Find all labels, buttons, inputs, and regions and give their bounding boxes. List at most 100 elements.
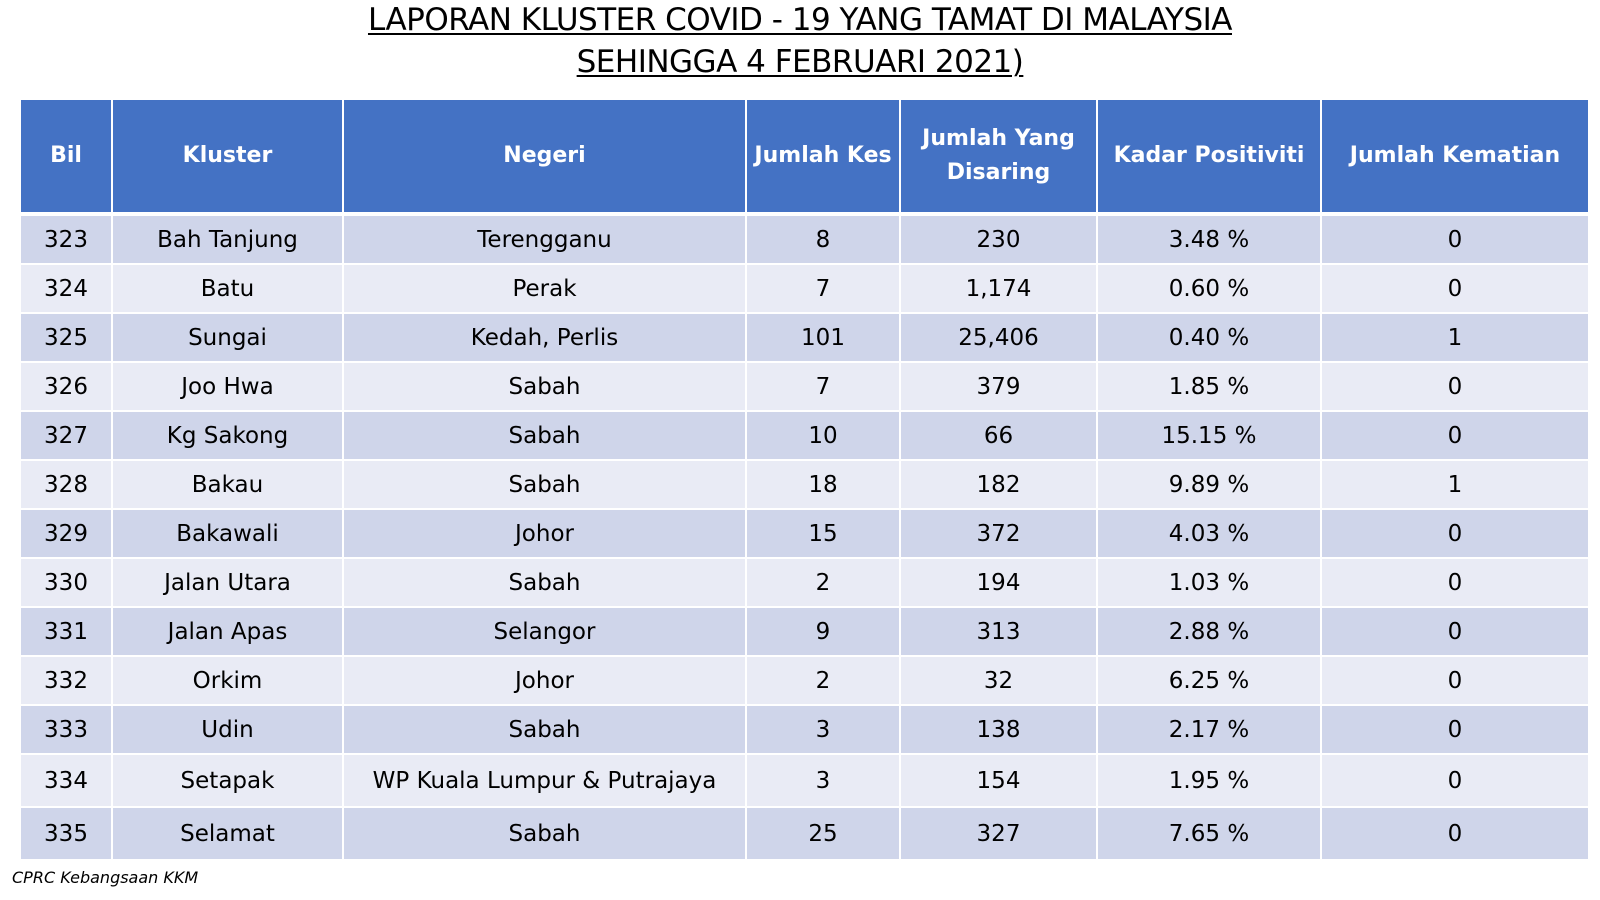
cell-jumlah-kematian: 0 <box>1320 410 1590 461</box>
table-row: 334 Setapak WP Kuala Lumpur & Putrajaya … <box>19 753 1590 808</box>
table-body: 323 Bah Tanjung Terengganu 8 230 3.48 % … <box>19 213 1590 861</box>
cell-negeri: Sabah <box>342 557 747 608</box>
cell-jumlah-disaring: 154 <box>899 753 1098 808</box>
cell-bil: 334 <box>19 753 113 808</box>
cell-negeri: Sabah <box>342 459 747 510</box>
cell-kadar-positiviti: 7.65 % <box>1096 806 1322 861</box>
header-negeri: Negeri <box>342 100 747 216</box>
table-row: 326 Joo Hwa Sabah 7 379 1.85 % 0 <box>19 361 1590 412</box>
cell-negeri: WP Kuala Lumpur & Putrajaya <box>342 753 747 808</box>
cell-jumlah-kematian: 0 <box>1320 606 1590 657</box>
cell-kluster: Selamat <box>111 806 344 861</box>
cell-bil: 335 <box>19 806 113 861</box>
table-row: 331 Jalan Apas Selangor 9 313 2.88 % 0 <box>19 606 1590 657</box>
header-jumlah-kes: Jumlah Kes <box>745 100 901 216</box>
cell-kluster: Sungai <box>111 312 344 363</box>
cell-kadar-positiviti: 2.17 % <box>1096 704 1322 755</box>
cell-kluster: Bah Tanjung <box>111 213 344 265</box>
table-row: 327 Kg Sakong Sabah 10 66 15.15 % 0 <box>19 410 1590 461</box>
cell-jumlah-kes: 7 <box>745 361 901 412</box>
cell-kadar-positiviti: 15.15 % <box>1096 410 1322 461</box>
cell-jumlah-kes: 3 <box>745 753 901 808</box>
cell-jumlah-disaring: 327 <box>899 806 1098 861</box>
cell-kluster: Kg Sakong <box>111 410 344 461</box>
cell-jumlah-disaring: 372 <box>899 508 1098 559</box>
cell-bil: 328 <box>19 459 113 510</box>
table-row: 335 Selamat Sabah 25 327 7.65 % 0 <box>19 806 1590 861</box>
cell-jumlah-kes: 18 <box>745 459 901 510</box>
cell-jumlah-kematian: 0 <box>1320 263 1590 314</box>
cell-kadar-positiviti: 0.40 % <box>1096 312 1322 363</box>
table-row: 324 Batu Perak 7 1,174 0.60 % 0 <box>19 263 1590 314</box>
cell-kluster: Bakau <box>111 459 344 510</box>
cell-kadar-positiviti: 4.03 % <box>1096 508 1322 559</box>
cell-kadar-positiviti: 1.95 % <box>1096 753 1322 808</box>
cell-jumlah-kematian: 0 <box>1320 753 1590 808</box>
cell-negeri: Johor <box>342 508 747 559</box>
cell-jumlah-kes: 25 <box>745 806 901 861</box>
cell-bil: 332 <box>19 655 113 706</box>
source-note: CPRC Kebangsaan KKM <box>12 868 199 887</box>
cell-jumlah-kematian: 0 <box>1320 508 1590 559</box>
cell-jumlah-disaring: 194 <box>899 557 1098 608</box>
cell-kadar-positiviti: 1.85 % <box>1096 361 1322 412</box>
page-title-line1: LAPORAN KLUSTER COVID - 19 YANG TAMAT DI… <box>367 2 1233 38</box>
cell-kluster: Bakawali <box>111 508 344 559</box>
cell-negeri: Sabah <box>342 806 747 861</box>
cell-jumlah-kes: 15 <box>745 508 901 559</box>
table-row: 329 Bakawali Johor 15 372 4.03 % 0 <box>19 508 1590 559</box>
cell-jumlah-kes: 9 <box>745 606 901 657</box>
cell-jumlah-disaring: 313 <box>899 606 1098 657</box>
table-row: 323 Bah Tanjung Terengganu 8 230 3.48 % … <box>19 213 1590 265</box>
cell-jumlah-disaring: 32 <box>899 655 1098 706</box>
cell-bil: 331 <box>19 606 113 657</box>
table-row: 328 Bakau Sabah 18 182 9.89 % 1 <box>19 459 1590 510</box>
cell-negeri: Johor <box>342 655 747 706</box>
cell-kadar-positiviti: 9.89 % <box>1096 459 1322 510</box>
cell-jumlah-disaring: 25,406 <box>899 312 1098 363</box>
table-row: 332 Orkim Johor 2 32 6.25 % 0 <box>19 655 1590 706</box>
cell-jumlah-kematian: 1 <box>1320 312 1590 363</box>
cell-jumlah-kes: 3 <box>745 704 901 755</box>
page-title-line2: SEHINGGA 4 FEBRUARI 2021) <box>576 44 1024 80</box>
cell-jumlah-kematian: 0 <box>1320 361 1590 412</box>
cell-jumlah-disaring: 1,174 <box>899 263 1098 314</box>
cell-jumlah-kes: 8 <box>745 213 901 265</box>
cluster-table: Bil Kluster Negeri Jumlah Kes Jumlah Yan… <box>19 100 1590 861</box>
table-row: 325 Sungai Kedah, Perlis 101 25,406 0.40… <box>19 312 1590 363</box>
cell-negeri: Selangor <box>342 606 747 657</box>
cell-kadar-positiviti: 3.48 % <box>1096 213 1322 265</box>
cell-jumlah-kematian: 0 <box>1320 704 1590 755</box>
header-jumlah-disaring: Jumlah Yang Disaring <box>899 100 1098 216</box>
cell-jumlah-disaring: 66 <box>899 410 1098 461</box>
cell-bil: 329 <box>19 508 113 559</box>
cell-bil: 327 <box>19 410 113 461</box>
cell-bil: 325 <box>19 312 113 363</box>
table-row: 333 Udin Sabah 3 138 2.17 % 0 <box>19 704 1590 755</box>
cell-jumlah-disaring: 230 <box>899 213 1098 265</box>
cell-bil: 326 <box>19 361 113 412</box>
cell-kluster: Jalan Utara <box>111 557 344 608</box>
cell-jumlah-kes: 7 <box>745 263 901 314</box>
cell-kadar-positiviti: 6.25 % <box>1096 655 1322 706</box>
cell-kadar-positiviti: 0.60 % <box>1096 263 1322 314</box>
cell-negeri: Sabah <box>342 410 747 461</box>
cell-jumlah-disaring: 138 <box>899 704 1098 755</box>
cell-bil: 323 <box>19 213 113 265</box>
cell-kluster: Orkim <box>111 655 344 706</box>
cell-negeri: Sabah <box>342 704 747 755</box>
cell-jumlah-disaring: 182 <box>899 459 1098 510</box>
cell-negeri: Sabah <box>342 361 747 412</box>
cell-kluster: Setapak <box>111 753 344 808</box>
header-bil: Bil <box>19 100 113 216</box>
cell-kluster: Joo Hwa <box>111 361 344 412</box>
cell-jumlah-kes: 2 <box>745 655 901 706</box>
cell-bil: 324 <box>19 263 113 314</box>
cell-kluster: Jalan Apas <box>111 606 344 657</box>
header-jumlah-kematian: Jumlah Kematian <box>1320 100 1590 216</box>
cell-jumlah-kes: 2 <box>745 557 901 608</box>
cell-negeri: Terengganu <box>342 213 747 265</box>
cell-negeri: Kedah, Perlis <box>342 312 747 363</box>
cell-kluster: Udin <box>111 704 344 755</box>
header-kluster: Kluster <box>111 100 344 216</box>
